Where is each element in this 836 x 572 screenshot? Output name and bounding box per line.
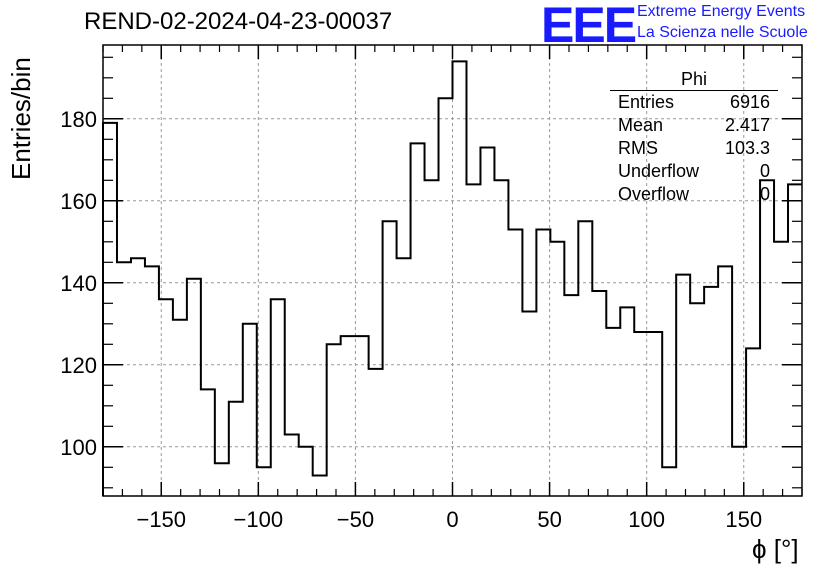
stats-value: 0 <box>759 184 770 204</box>
y-axis-label: Entries/bin <box>6 57 36 180</box>
x-axis-label: ϕ [°] <box>752 534 799 564</box>
y-tick-label: 140 <box>60 271 97 296</box>
stats-row-mean: Mean 2.417 <box>610 114 778 137</box>
stats-title: Phi <box>610 68 778 91</box>
logo-text-line2: La Scienza nelle Scuole <box>637 24 808 41</box>
y-tick-label: 160 <box>60 189 97 214</box>
y-tick-labels: 100 120 140 160 180 <box>60 107 97 460</box>
logo-text-line1: Extreme Energy Events <box>637 3 806 20</box>
stats-row-rms: RMS 103.3 <box>610 137 778 160</box>
plot-frame <box>102 44 803 497</box>
stats-row-overflow: Overflow 0 <box>610 183 778 206</box>
y-tick-label: 120 <box>60 353 97 378</box>
stats-label: RMS <box>618 138 658 158</box>
stats-value: 0 <box>759 161 770 181</box>
eee-logo: EEE <box>541 0 637 53</box>
histogram-line <box>102 60 802 496</box>
stats-value: 2.417 <box>724 115 770 135</box>
stats-row-entries: Entries 6916 <box>610 91 778 114</box>
x-tick-label: 100 <box>628 507 665 532</box>
x-tick-label: −150 <box>136 507 186 532</box>
axis-ticks <box>102 45 803 496</box>
stats-label: Entries <box>618 92 675 112</box>
y-tick-label: 180 <box>60 107 97 132</box>
x-tick-label: 0 <box>446 507 458 532</box>
stats-value: 6916 <box>729 92 770 112</box>
stats-box: Phi Entries 6916 Mean 2.417 RMS 103.3 Un… <box>610 68 778 206</box>
y-tick-label: 100 <box>60 435 97 460</box>
stats-label: Mean <box>618 115 664 135</box>
stats-value: 103.3 <box>724 138 770 158</box>
x-tick-labels: −150 −100 −50 0 50 100 150 <box>136 507 762 532</box>
stats-label: Underflow <box>618 161 700 181</box>
x-tick-label: −50 <box>337 507 374 532</box>
x-tick-label: −100 <box>234 507 284 532</box>
chart-title: REND-02-2024-04-23-00037 <box>84 8 393 35</box>
x-tick-label: 150 <box>725 507 762 532</box>
stats-label: Overflow <box>618 184 690 204</box>
x-tick-label: 50 <box>537 507 561 532</box>
grid-lines <box>103 45 802 496</box>
stats-row-underflow: Underflow 0 <box>610 160 778 183</box>
